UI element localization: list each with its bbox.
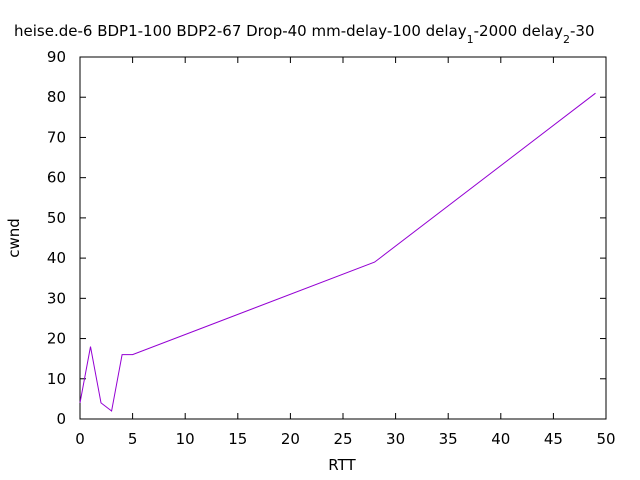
series-layer xyxy=(79,92,596,412)
chart-title: heise.de-6 BDP1-100 BDP2-67 Drop-40 mm-d… xyxy=(14,22,594,46)
y-tick-label: 10 xyxy=(47,370,66,388)
x-tick-label: 50 xyxy=(596,430,615,448)
title-part: 1 xyxy=(467,33,474,46)
y-tick-label: 70 xyxy=(47,128,66,146)
y-tick-label: 30 xyxy=(47,289,66,307)
x-axis: 0 5 10 15 20 25 30 35 40 45 50 xyxy=(75,57,616,448)
y-tick-label: 20 xyxy=(47,330,66,348)
y-tick-label: 40 xyxy=(47,249,66,267)
y-tick-label: 90 xyxy=(47,48,66,66)
x-axis-label: RTT xyxy=(328,456,356,474)
title-part: 2 xyxy=(563,33,570,46)
y-tick-label: 60 xyxy=(47,169,66,187)
x-tick-label: 15 xyxy=(228,430,247,448)
x-tick-label: 5 xyxy=(128,430,138,448)
y-axis: 0 10 20 30 40 50 60 70 80 90 xyxy=(47,48,606,428)
x-tick-label: 10 xyxy=(176,430,195,448)
y-axis-label: cwnd xyxy=(5,218,23,258)
cwnd-series-line xyxy=(79,92,596,412)
x-tick-label: 30 xyxy=(386,430,405,448)
x-tick-label: 25 xyxy=(333,430,352,448)
x-tick-label: 20 xyxy=(281,430,300,448)
x-tick-label: 35 xyxy=(439,430,458,448)
y-tick-label: 80 xyxy=(47,88,66,106)
plot-frame xyxy=(79,56,607,420)
x-tick-label: 0 xyxy=(75,430,85,448)
y-tick-label: 50 xyxy=(47,209,66,227)
title-part: -30 xyxy=(570,22,595,40)
title-part: -2000 delay xyxy=(474,22,563,40)
title-part: heise.de-6 BDP1-100 BDP2-67 Drop-40 mm-d… xyxy=(14,22,467,40)
x-tick-label: 45 xyxy=(544,430,563,448)
y-tick-label: 0 xyxy=(56,410,66,428)
x-tick-label: 40 xyxy=(491,430,510,448)
